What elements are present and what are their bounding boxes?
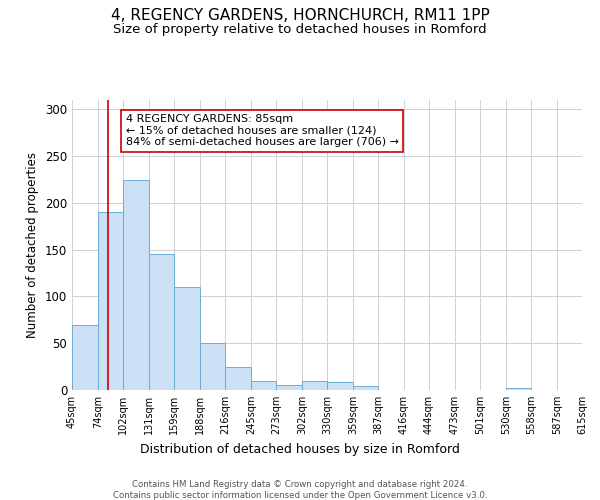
Bar bbox=[506, 388, 531, 390]
Bar bbox=[251, 380, 276, 390]
Y-axis label: Number of detached properties: Number of detached properties bbox=[26, 152, 40, 338]
Bar bbox=[302, 380, 327, 390]
Text: Contains public sector information licensed under the Open Government Licence v3: Contains public sector information licen… bbox=[113, 491, 487, 500]
Text: Contains HM Land Registry data © Crown copyright and database right 2024.: Contains HM Land Registry data © Crown c… bbox=[132, 480, 468, 489]
Bar bbox=[327, 382, 353, 390]
Bar bbox=[353, 386, 378, 390]
Bar bbox=[98, 212, 123, 390]
Text: Size of property relative to detached houses in Romford: Size of property relative to detached ho… bbox=[113, 22, 487, 36]
Bar bbox=[72, 324, 98, 390]
Bar bbox=[174, 287, 200, 390]
Bar bbox=[149, 254, 174, 390]
Text: 4, REGENCY GARDENS, HORNCHURCH, RM11 1PP: 4, REGENCY GARDENS, HORNCHURCH, RM11 1PP bbox=[110, 8, 490, 22]
Bar bbox=[276, 386, 302, 390]
Bar bbox=[225, 366, 251, 390]
Text: 4 REGENCY GARDENS: 85sqm
← 15% of detached houses are smaller (124)
84% of semi-: 4 REGENCY GARDENS: 85sqm ← 15% of detach… bbox=[125, 114, 398, 147]
Text: Distribution of detached houses by size in Romford: Distribution of detached houses by size … bbox=[140, 442, 460, 456]
Bar bbox=[123, 180, 149, 390]
Bar bbox=[200, 343, 225, 390]
